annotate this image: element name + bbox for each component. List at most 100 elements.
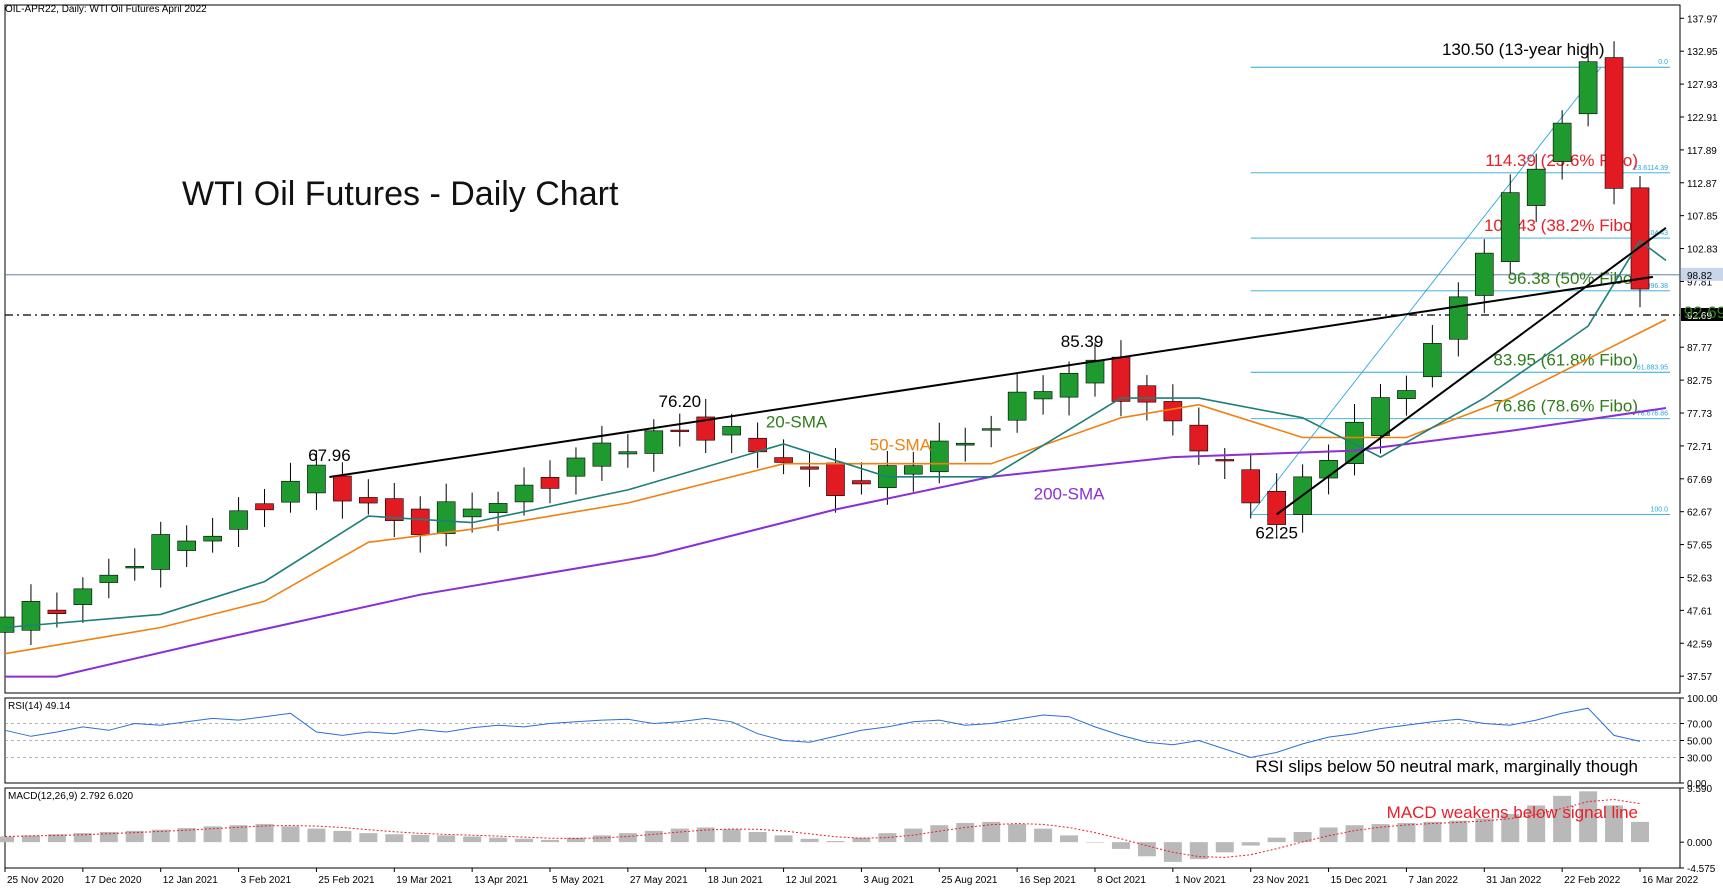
macd-bar [592,835,611,843]
macd-bar [47,834,66,843]
fibo-label: 76.86 (78.6% Fibo) [1493,397,1638,416]
macd-bar [515,838,534,843]
macd-bar [1423,821,1442,843]
candle-body [852,480,871,485]
macd-bar [1579,791,1598,843]
macd-bar [982,821,1001,843]
rsi-tick-label: 100.00 [1687,694,1718,705]
x-tick-label: 18 Jun 2021 [708,875,763,886]
candle-body [151,534,171,570]
y-tick-label: 67.69 [1687,475,1712,486]
rsi-title: RSI(14) 49.14 [8,701,71,712]
fibo-small-label: 23.6114.39 [1633,165,1668,172]
macd-bar [956,822,975,843]
candle-body [670,429,690,432]
candle-body [540,477,560,489]
candle-body [1423,343,1442,378]
x-tick-label: 12 Jul 2021 [786,875,838,886]
candle-body [1241,469,1261,504]
candle-body [307,464,326,494]
macd-tick-label: 0.000 [1687,838,1712,849]
macd-bar [1345,825,1364,843]
macd-bar [1137,842,1156,857]
candle-body [1111,356,1131,402]
candle-body [1215,459,1235,462]
sma20-line [4,239,1667,629]
y-tick-label: 97.81 [1687,277,1712,288]
candle-body [1033,391,1053,400]
macd-bar [1189,842,1208,860]
macd-annotation: MACD weakens below signal line [1387,803,1638,822]
macd-bar [541,839,559,843]
candle-body [410,508,430,535]
x-tick-label: 16 Mar 2022 [1642,875,1699,886]
candle-body [722,426,741,436]
y-tick-label: 62.67 [1687,508,1712,519]
x-tick-label: 7 Jan 2022 [1408,875,1458,886]
x-tick-label: 15 Dec 2021 [1331,875,1388,886]
chart-big-title: WTI Oil Futures - Daily Chart [182,175,619,213]
fibo-small-label: 100.0 [1650,506,1668,513]
candle-body [774,457,793,463]
chart-annotation: 200-SMA [1034,485,1106,504]
macd-bar [1319,827,1338,843]
chart-annotation: 130.50 (13-year high) [1442,40,1605,59]
x-tick-label: 25 Feb 2021 [318,875,375,886]
x-tick-label: 8 Oct 2021 [1097,875,1146,886]
candle-body [203,535,222,542]
candle-body [47,609,67,614]
x-tick-label: 16 Sep 2021 [1019,875,1076,886]
candle-body [229,510,248,530]
panel-frame [4,787,1681,869]
candle-body [333,475,352,502]
candle-body [99,574,119,583]
y-tick-label: 132.95 [1687,47,1718,58]
candle-body [1449,296,1468,340]
rsi-tick-label: 70.00 [1687,720,1712,731]
candle-body [462,508,482,518]
x-tick-label: 22 Feb 2022 [1564,875,1621,886]
rsi-line [4,707,1641,759]
macd-bar [385,834,404,843]
macd-bar [1475,818,1494,843]
macd-bar [1553,795,1572,843]
y-tick-label: 57.65 [1687,541,1712,552]
y-tick-label: 77.73 [1687,409,1712,420]
y-tick-label: 52.63 [1687,573,1712,584]
y-tick-label: 127.93 [1687,80,1718,91]
candle-body [125,566,145,569]
candle-body [1137,385,1157,403]
y-tick-label: 122.91 [1687,113,1718,124]
macd-bar [1267,837,1286,843]
macd-bar [1060,835,1079,843]
macd-bar [203,826,222,843]
macd-bar [489,837,508,843]
x-tick-label: 12 Jan 2021 [163,875,218,886]
candle-body [904,465,923,475]
y-tick-label: 87.77 [1687,343,1712,354]
current-price-label: 98.82 [1687,271,1712,282]
sma200-line [5,407,1667,678]
candle-body [1526,168,1546,206]
macd-bar [333,830,352,843]
fibo-label: 96.38 (50% Fibo) [1508,269,1638,288]
macd-signal-line [4,798,1641,858]
macd-bar [1527,805,1546,843]
macd-bar [1215,842,1234,853]
candle-body [644,430,664,454]
macd-bar [1111,842,1130,849]
fibo-small-label: 78.676.86 [1637,411,1668,418]
candle-body [826,462,845,496]
x-tick-label: 3 Feb 2021 [241,875,292,886]
y-tick-label: 72.71 [1687,442,1712,453]
candle-body [1500,192,1520,263]
x-tick-label: 3 Aug 2021 [863,875,914,886]
macd-bar [281,826,300,843]
candle-body [1189,424,1209,452]
macd-bar [1371,824,1390,843]
y-tick-label: 107.85 [1687,212,1718,223]
fibo-small-label: 50.096.38 [1637,283,1668,290]
fibo-small-label: 61.883.95 [1637,364,1668,371]
candle-body [566,457,586,477]
